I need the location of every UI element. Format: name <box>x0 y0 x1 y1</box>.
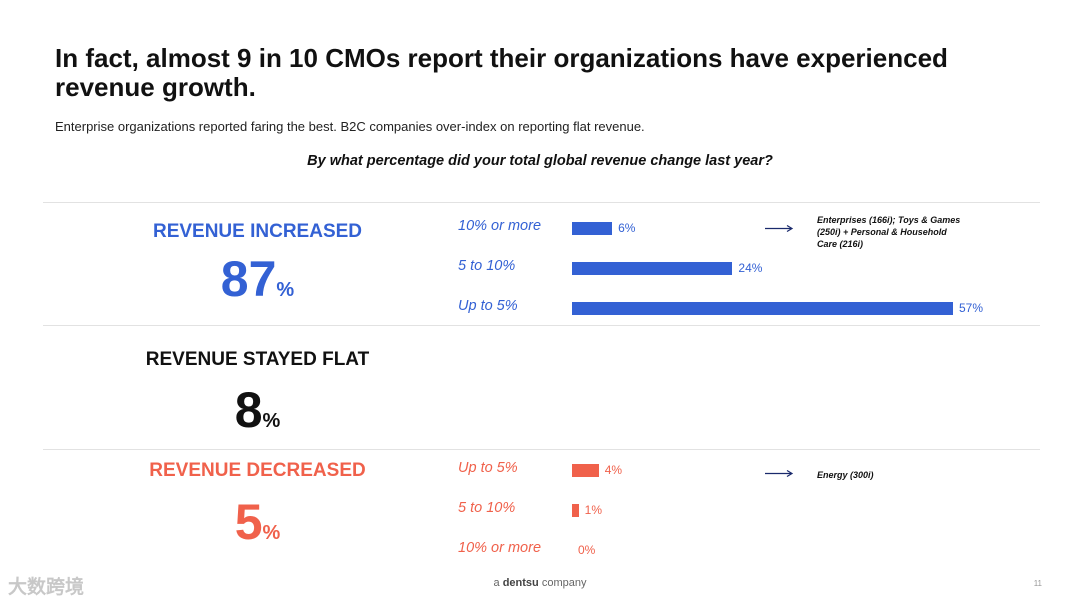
revenue-flat-value: 8% <box>40 381 475 439</box>
page-subtitle: Enterprise organizations reported faring… <box>55 119 645 134</box>
arrow-right-icon <box>765 469 794 478</box>
increase-annotation: Enterprises (166i); Toys & Games (250i) … <box>817 215 961 249</box>
revenue-decreased-label: REVENUE DECREASED <box>149 460 366 481</box>
divider-bottom <box>43 449 1040 450</box>
revenue-flat-unit: % <box>262 410 281 432</box>
bar-category-label: 5 to 10% <box>458 258 516 274</box>
bar-value-label: 0% <box>578 543 596 557</box>
bar-category-label: Up to 5% <box>458 460 518 476</box>
revenue-increased-number: 87 <box>220 251 277 307</box>
decrease-annotation: Energy (300i) <box>817 470 874 480</box>
revenue-increased-value: 87% <box>40 250 475 308</box>
revenue-increased-unit: % <box>276 279 295 301</box>
bar-decrease-1 <box>572 504 579 517</box>
bar-decrease-0 <box>572 464 599 477</box>
footer-brand: a dentsu company <box>0 577 1080 589</box>
revenue-increased-label: REVENUE INCREASED <box>152 221 363 242</box>
revenue-decreased-unit: % <box>262 522 281 544</box>
divider-top <box>43 202 1040 203</box>
page-title: In fact, almost 9 in 10 CMOs report thei… <box>55 43 948 102</box>
bar-value-label: 57% <box>959 301 984 315</box>
footer-prefix: a <box>493 577 500 589</box>
revenue-decreased-number: 5 <box>234 494 263 550</box>
bar-category-label: 5 to 10% <box>458 500 516 516</box>
bar-increase-0 <box>572 222 613 235</box>
bar-value-label: 1% <box>584 503 603 517</box>
page-number: 11 <box>1033 579 1042 588</box>
divider-middle <box>43 325 1040 326</box>
bar-value-label: 24% <box>738 261 763 275</box>
bar-value-label: 4% <box>604 463 623 477</box>
bar-category-label: 10% or more <box>458 540 542 556</box>
bar-increase-1 <box>572 262 733 275</box>
revenue-flat-number: 8 <box>234 382 263 438</box>
revenue-decreased-value: 5% <box>40 493 475 551</box>
arrow-right-icon <box>765 224 794 233</box>
watermark-logo: 大数跨境 <box>8 577 85 598</box>
bar-category-label: Up to 5% <box>458 298 518 314</box>
survey-question: By what percentage did your total global… <box>307 153 773 169</box>
bar-category-label: 10% or more <box>458 218 542 234</box>
bar-value-label: 6% <box>618 221 636 235</box>
revenue-flat-label: REVENUE STAYED FLAT <box>145 349 370 370</box>
footer-suffix: company <box>541 577 587 589</box>
bar-increase-2 <box>572 302 953 315</box>
footer-brand-name: dentsu <box>502 577 539 589</box>
